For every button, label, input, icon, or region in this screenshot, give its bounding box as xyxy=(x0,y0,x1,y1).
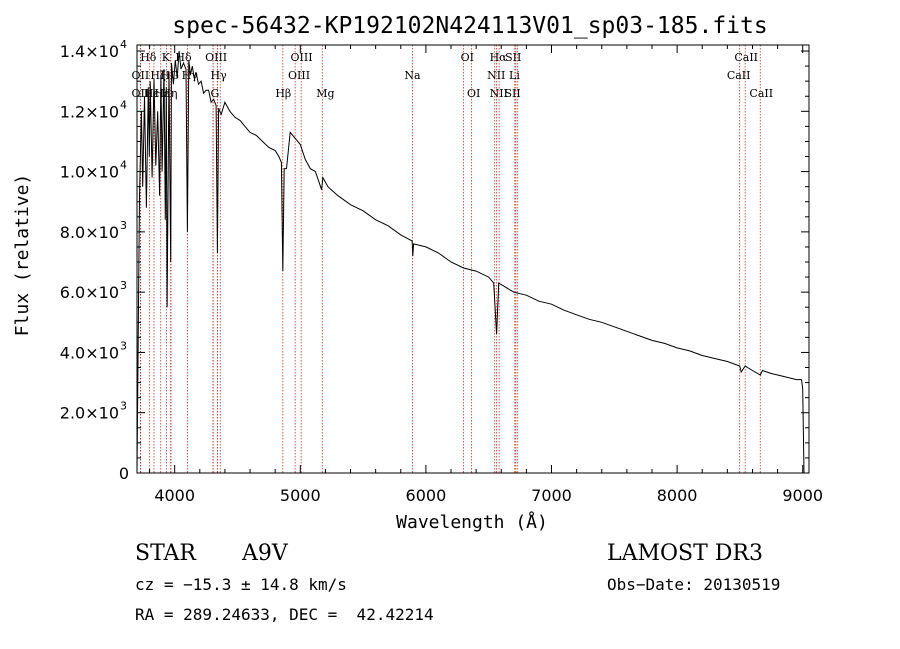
y-tick-exponent: 3 xyxy=(120,339,127,352)
line-label: Li xyxy=(509,69,520,82)
line-label: NII xyxy=(487,69,505,82)
y-tick-label: 8.0×10 xyxy=(60,223,119,242)
line-label: NII xyxy=(490,87,508,100)
x-tick-label: 5000 xyxy=(280,486,321,505)
line-label: OI xyxy=(467,87,480,100)
x-tick-label: 7000 xyxy=(531,486,572,505)
line-label: Na xyxy=(404,69,421,82)
y-tick-label: 1.4×10 xyxy=(60,42,119,61)
y-tick-exponent: 3 xyxy=(120,400,127,413)
y-tick-exponent: 4 xyxy=(120,38,127,51)
line-label: Hβ xyxy=(275,87,291,100)
x-axis-label: Wavelength (Å) xyxy=(396,511,548,533)
x-tick-label: 9000 xyxy=(782,486,823,505)
y-tick-label: 6.0×10 xyxy=(60,283,119,302)
line-markers xyxy=(139,45,761,473)
x-tick-label: 6000 xyxy=(406,486,447,505)
coordinates: RA = 289.24633, DEC = 42.42214 xyxy=(135,605,434,624)
line-label: SII xyxy=(504,87,520,100)
line-label: SII xyxy=(505,51,521,64)
line-label: Hε xyxy=(154,87,170,100)
line-label: H xyxy=(160,69,170,82)
plot-frame xyxy=(136,44,810,474)
y-tick-exponent: 4 xyxy=(120,98,127,111)
line-label: OIII xyxy=(291,51,313,64)
line-label: G xyxy=(170,69,179,82)
y-tick-exponent: 3 xyxy=(120,219,127,232)
line-label: CaII xyxy=(727,69,751,82)
line-label: Hα xyxy=(490,51,508,64)
y-tick-label: 1.2×10 xyxy=(60,102,119,121)
y-tick-exponent: 4 xyxy=(120,159,127,172)
line-label: OII xyxy=(132,69,150,82)
object-class: STAR xyxy=(135,541,197,566)
x-axis: 4000 5000 6000 7000 8000 9000 xyxy=(149,45,823,505)
obs-date: Obs−Date: 20130519 xyxy=(607,575,780,594)
redshift: cz = −15.3 ± 14.8 km/s xyxy=(135,575,347,594)
y-tick-label: 2.0×10 xyxy=(60,404,119,423)
line-label: K xyxy=(162,51,171,64)
y-tick-label: 0 xyxy=(119,464,129,483)
line-label: OI xyxy=(461,51,474,64)
line-label: CaII xyxy=(734,51,758,64)
y-tick-label: 1.0×10 xyxy=(60,163,119,182)
survey-name: LAMOST DR3 xyxy=(607,541,763,566)
subclass: A9V xyxy=(241,541,289,566)
line-label: G xyxy=(210,87,219,100)
y-axis-label: Flux (relative) xyxy=(12,174,33,337)
y-tick-label: 4.0×10 xyxy=(60,343,119,362)
line-label: Hδ xyxy=(140,51,157,64)
y-tick-exponent: 3 xyxy=(120,279,127,292)
y-axis: 02.0×10 34.0×10 36.0×10 38.0×10 31.0×10 41.2×… xyxy=(60,38,809,483)
chart-title: spec-56432-KP192102N424113V01_sp03-185.f… xyxy=(172,13,767,39)
spectrum-line xyxy=(136,50,805,474)
line-label: CaII xyxy=(749,87,773,100)
line-label: Mg xyxy=(316,87,334,100)
line-label: OIII xyxy=(288,69,310,82)
line-label: Hγ xyxy=(211,69,228,82)
x-tick-label: 8000 xyxy=(657,486,698,505)
line-label: OIII xyxy=(205,51,227,64)
x-tick-label: 4000 xyxy=(154,486,195,505)
